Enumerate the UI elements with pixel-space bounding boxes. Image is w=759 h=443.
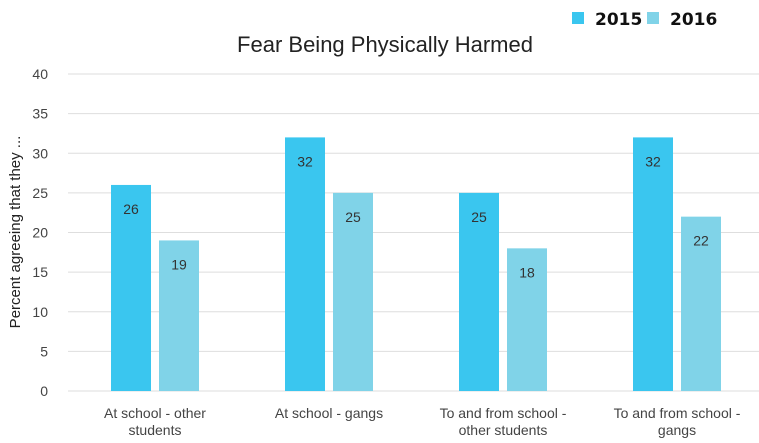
data-label: 26 xyxy=(123,201,139,217)
x-category-label: To and from school - xyxy=(614,405,741,421)
y-tick-label: 40 xyxy=(32,66,48,82)
y-tick-label: 15 xyxy=(32,264,48,280)
bar-2015-0 xyxy=(111,184,151,391)
y-tick-label: 30 xyxy=(32,145,48,161)
x-category-label: At school - gangs xyxy=(275,405,383,421)
y-tick-label: 20 xyxy=(32,225,48,241)
legend: 2015 2016 xyxy=(572,10,717,30)
y-tick-label: 25 xyxy=(32,185,48,201)
bar-2015-1 xyxy=(285,137,325,391)
y-tick-label: 5 xyxy=(40,343,48,359)
data-label: 32 xyxy=(645,153,661,169)
data-label: 18 xyxy=(519,264,535,280)
y-axis-ticks: 0 5 10 15 20 25 30 35 40 xyxy=(32,66,48,399)
x-category-label: To and from school - xyxy=(440,405,567,421)
x-category-label: At school - other xyxy=(104,405,206,421)
y-tick-label: 10 xyxy=(32,304,48,320)
x-category-label: students xyxy=(129,422,182,438)
x-category-label: gangs xyxy=(658,422,696,438)
data-label: 32 xyxy=(297,153,313,169)
legend-swatch xyxy=(647,12,659,24)
data-label: 25 xyxy=(471,209,487,225)
bar-2016-0 xyxy=(159,240,199,391)
bar-2016-1 xyxy=(333,192,373,391)
y-axis-label: Percent agreeing that they ... xyxy=(7,136,24,329)
legend-label: 2015 xyxy=(595,10,642,30)
legend-label: 2016 xyxy=(670,10,717,30)
data-label: 25 xyxy=(345,209,361,225)
y-tick-label: 0 xyxy=(40,383,48,399)
data-label: 19 xyxy=(171,256,187,272)
data-label: 22 xyxy=(693,233,709,249)
bars: 26 19 32 25 25 18 32 22 xyxy=(111,137,721,391)
bar-2015-2 xyxy=(459,192,499,391)
x-category-label: other students xyxy=(459,422,548,438)
legend-swatch xyxy=(572,12,584,24)
y-tick-label: 35 xyxy=(32,106,48,122)
bar-2016-3 xyxy=(681,216,721,391)
chart-title: Fear Being Physically Harmed xyxy=(237,32,533,57)
bar-2015-3 xyxy=(633,137,673,391)
bar-2016-2 xyxy=(507,248,547,391)
